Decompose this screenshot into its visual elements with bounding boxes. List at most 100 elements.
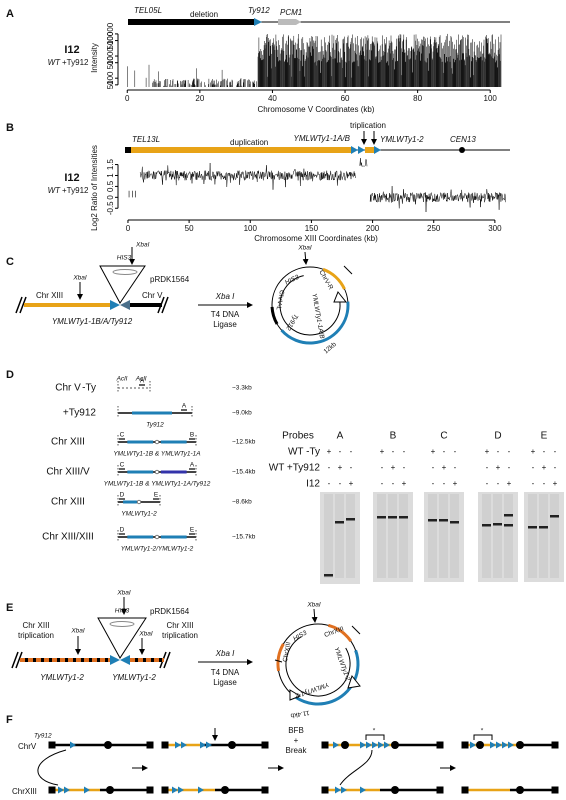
- ty-element: [198, 786, 204, 794]
- x-tick-label: 300: [488, 224, 502, 233]
- probe-label: D: [120, 492, 125, 499]
- deletion-bar: [128, 19, 255, 25]
- site-label: AclI: [135, 376, 147, 383]
- panel-label: D: [6, 369, 14, 381]
- lane-smear: [439, 494, 448, 578]
- site-label: XbaI: [135, 242, 150, 249]
- telomere: [436, 741, 444, 749]
- ty-label: Ty912: [284, 313, 299, 332]
- plasmid-label: pRDK1564: [150, 607, 190, 616]
- lane-smear: [388, 494, 397, 578]
- row-label: I12: [306, 479, 320, 490]
- insert-label: +Ty912: [62, 186, 89, 195]
- ty-label: Ty912: [248, 6, 270, 15]
- band: [504, 524, 513, 527]
- centromere: [459, 147, 465, 153]
- y-tick-label: 1.5: [106, 158, 115, 170]
- lane-sign: -: [543, 447, 546, 456]
- ty-label: YMLWTy1-1A/B: [310, 293, 325, 340]
- lane-sign: +: [391, 463, 396, 472]
- probe-name: E: [541, 431, 548, 442]
- lane-sign: +: [442, 463, 447, 472]
- chromosome-label: Chr XIII/XIII: [42, 532, 94, 543]
- insert-label: +Ty912: [62, 58, 89, 67]
- band: [439, 519, 448, 522]
- lane-sign: +: [402, 479, 407, 488]
- probe-name: D: [494, 431, 501, 442]
- region-label: triplication: [162, 631, 198, 640]
- probe-name: A: [337, 431, 344, 442]
- signal-trace: [139, 162, 356, 190]
- plasmid-circle: [274, 608, 361, 706]
- probe-name: C: [440, 431, 447, 442]
- chromosome-label: ChrXIII: [282, 641, 292, 662]
- size-label: ~8.6kb: [232, 499, 252, 506]
- centromere-label: CEN13: [450, 135, 476, 144]
- panel-f: [37, 728, 559, 794]
- lane-smear: [450, 494, 459, 578]
- chromosome-label: Chr XIII: [51, 437, 85, 448]
- y-tick-label: 1: [106, 173, 115, 178]
- ty-element: [181, 741, 187, 749]
- centromere: [228, 741, 236, 749]
- telomere: [321, 786, 329, 794]
- ty-element: [384, 741, 390, 749]
- chromosome-label: Chr XIII: [51, 497, 85, 508]
- y-tick-label: 50: [106, 80, 115, 89]
- lane-sign: -: [497, 479, 500, 488]
- lane-sign: +: [531, 447, 536, 456]
- lane-sign: -: [432, 479, 435, 488]
- y-tick-label: 1000: [106, 47, 115, 65]
- event-label: BFB: [288, 726, 304, 735]
- x-tick-label: 50: [185, 224, 194, 233]
- sample-label: I12: [64, 44, 79, 56]
- band: [528, 526, 537, 529]
- x-tick-label: 0: [125, 94, 130, 103]
- fragment-caption: YMLWTy1-1B & YMLWTy1-1A/Ty912: [104, 481, 211, 488]
- junction: [154, 534, 160, 540]
- lane-sign: -: [443, 447, 446, 456]
- telomere: [161, 741, 169, 749]
- probe-name: B: [390, 431, 397, 442]
- telomere: [261, 741, 269, 749]
- ty-element: [360, 786, 366, 794]
- lane-smear: [346, 494, 355, 578]
- lane-sign: +: [431, 447, 436, 456]
- lane-smear: [550, 494, 559, 578]
- telomere: [551, 786, 559, 794]
- plasmid-circle: [270, 251, 353, 345]
- lane-sign: +: [338, 463, 343, 472]
- band: [399, 516, 408, 519]
- probe-label: A: [182, 403, 187, 410]
- site-label: XbaI: [70, 628, 85, 635]
- chromosome-label: Chr V: [55, 383, 81, 394]
- lane-sign: +: [453, 479, 458, 488]
- ty-element: [372, 741, 378, 749]
- bracket: [365, 734, 385, 740]
- centromere: [516, 786, 524, 794]
- telomere: [125, 147, 131, 153]
- lane-sign: -: [381, 479, 384, 488]
- size-label: ~15.7kb: [232, 534, 256, 541]
- row-label: WT -Ty: [288, 447, 320, 458]
- region-label: Chr XIII: [166, 621, 193, 630]
- ty-label: YMLWTy1-2: [332, 646, 351, 682]
- ty-element: [508, 741, 514, 749]
- ty-label: Ty912: [34, 733, 52, 740]
- centromere: [391, 786, 399, 794]
- telomere: [146, 786, 154, 794]
- band: [377, 516, 386, 519]
- lane-smear: [377, 494, 386, 578]
- band: [324, 574, 333, 577]
- ty-element: [175, 741, 181, 749]
- lane-sign: +: [485, 447, 490, 456]
- band: [346, 518, 355, 521]
- band: [539, 526, 548, 529]
- signal-trace: [127, 33, 502, 87]
- lane-smear: [482, 494, 491, 578]
- size-label: 11.4kb: [290, 709, 310, 719]
- lane-sign: -: [328, 463, 331, 472]
- y-tick-label: 100: [106, 71, 115, 85]
- lane-smear: [399, 494, 408, 578]
